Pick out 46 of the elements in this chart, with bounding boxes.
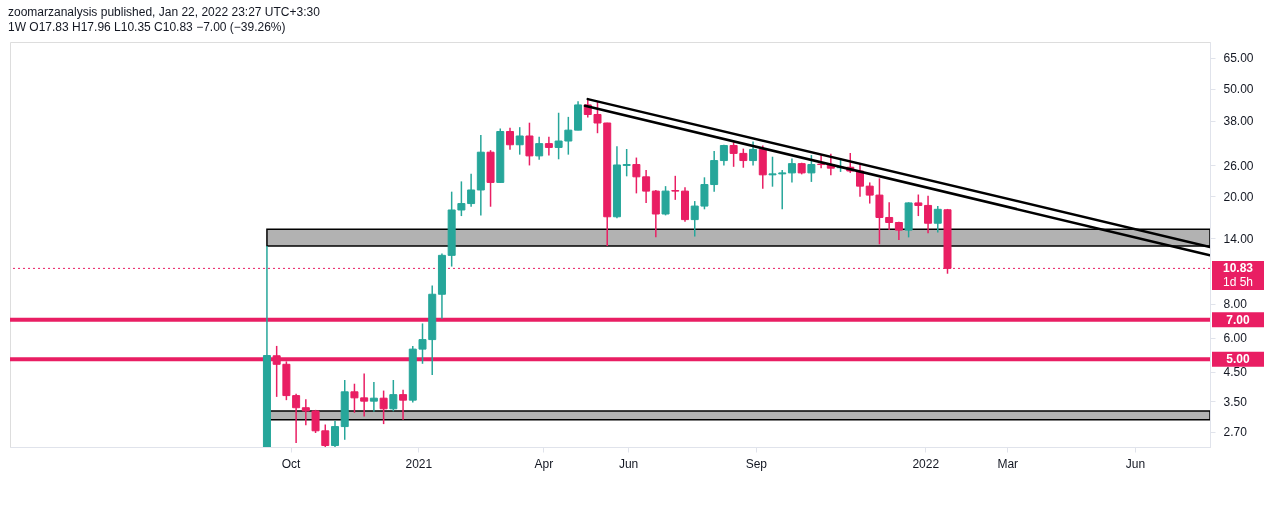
chart-subtitle: 1W O17.83 H17.96 L10.35 C10.83 −7.00 (−39.26%) <box>8 20 286 34</box>
candlestick <box>856 163 864 198</box>
y-tick-label: 8.00 <box>1223 297 1248 312</box>
candlestick <box>544 135 553 157</box>
candlestick <box>787 157 796 184</box>
y-tick-label: 4.50 <box>1223 365 1248 380</box>
x-tick-label: 2022 <box>912 456 940 471</box>
candlestick <box>525 121 534 167</box>
candlestick <box>924 194 933 235</box>
candlestick <box>379 389 388 425</box>
x-tick-label: 2021 <box>405 456 433 471</box>
candlestick <box>807 154 816 183</box>
candlestick <box>622 148 631 178</box>
text: 1d 5h <box>1222 275 1254 290</box>
x-tick-label: Jun <box>618 456 639 471</box>
y-tick-label: 50.00 <box>1223 82 1254 97</box>
y-tick-label: 6.00 <box>1223 331 1248 346</box>
y-tick-label: 26.00 <box>1223 158 1254 173</box>
candlestick <box>399 388 408 421</box>
y-tick-label: 2.70 <box>1223 425 1248 440</box>
candlestick <box>331 420 339 447</box>
ref-line-label: 5.00 <box>1226 352 1250 367</box>
candlestick <box>933 205 942 234</box>
x-tick-label: Jun <box>1125 456 1146 471</box>
ref-line-label: 7.00 <box>1226 312 1250 327</box>
y-tick-label: 65.00 <box>1223 51 1254 66</box>
x-tick-label: Apr <box>534 456 554 471</box>
candlestick <box>506 127 514 151</box>
ref-line-label: 10.83 <box>1222 261 1254 276</box>
candlestick <box>651 189 660 239</box>
y-tick-label: 20.00 <box>1223 189 1254 204</box>
candlestick <box>671 175 680 201</box>
candlestick <box>515 126 524 156</box>
chart-title: zoomarzanalysis published, Jan 22, 2022 23:27 UTC+3:30 <box>8 5 321 19</box>
candlestick <box>535 135 544 161</box>
y-tick-label: 38.00 <box>1223 114 1254 129</box>
x-tick-label: Sep <box>745 456 768 471</box>
candlestick <box>389 379 398 413</box>
candlestick <box>661 185 670 217</box>
y-tick-label: 14.00 <box>1223 231 1254 246</box>
candlestick <box>914 193 923 217</box>
candlestick <box>369 381 378 413</box>
x-tick-label: Mar <box>997 456 1019 471</box>
y-tick-label: 3.50 <box>1223 394 1248 409</box>
candlestick <box>749 140 758 167</box>
x-tick-label: Oct <box>281 456 302 471</box>
